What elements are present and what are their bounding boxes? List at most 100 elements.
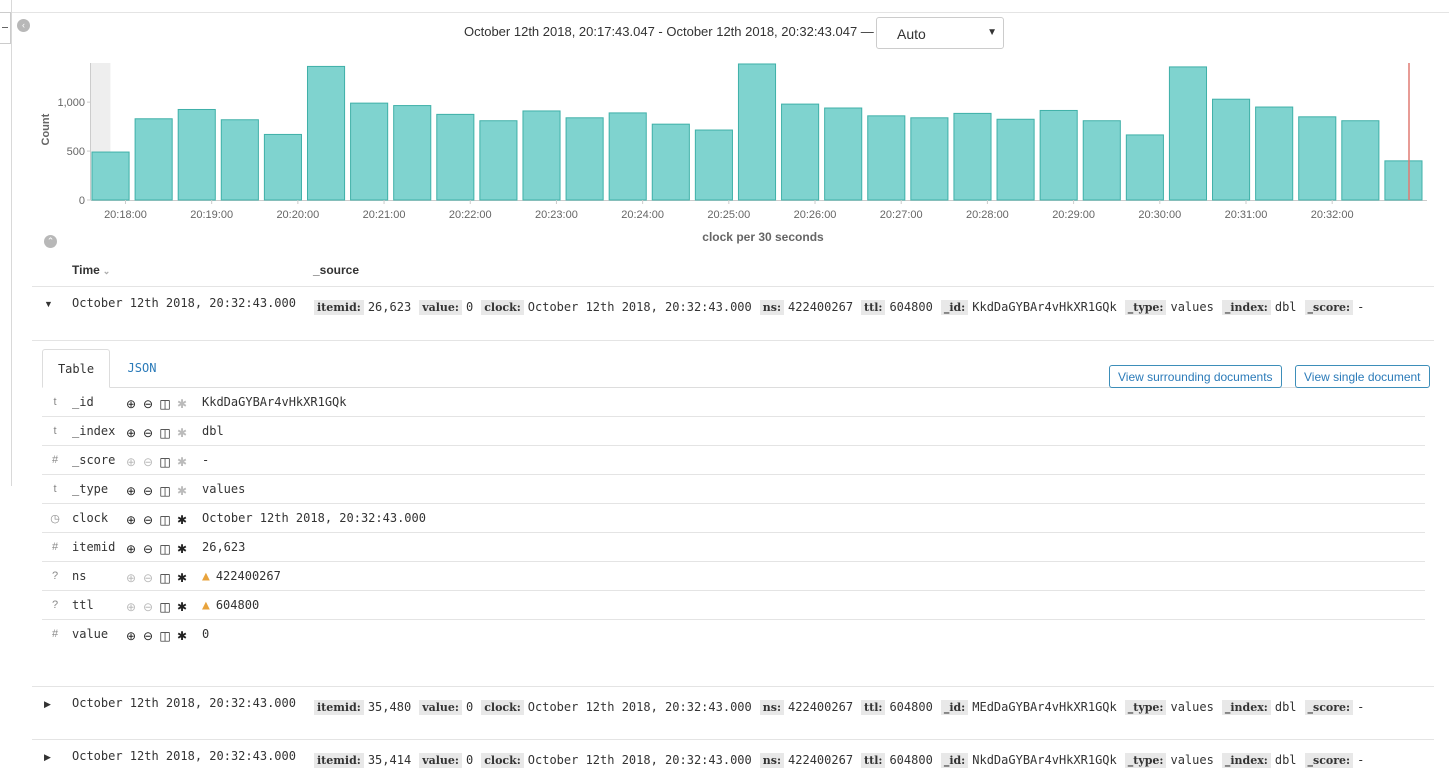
filter-for-value-icon[interactable]: ⊕ (125, 599, 137, 614)
tab-table[interactable]: Table (42, 349, 110, 388)
sort-icon[interactable]: ⌄ (102, 266, 111, 276)
histogram-bar[interactable] (1384, 160, 1423, 201)
filter-out-value-icon[interactable]: ⊖ (142, 483, 154, 498)
histogram-bar[interactable] (1212, 98, 1251, 201)
histogram-bar[interactable] (479, 120, 518, 201)
filter-out-value-icon[interactable]: ⊖ (142, 454, 154, 469)
histogram-bar[interactable] (737, 63, 777, 201)
field-value: 26,623 (202, 540, 245, 554)
view-surrounding-documents-button[interactable]: View surrounding documents (1109, 365, 1282, 388)
toggle-column-icon[interactable]: ◫ (159, 425, 171, 440)
filter-for-value-icon[interactable]: ⊕ (125, 512, 137, 527)
toggle-column-icon[interactable]: ◫ (159, 396, 171, 411)
filter-for-value-icon[interactable]: ⊕ (125, 570, 137, 585)
histogram-bar[interactable] (91, 151, 130, 201)
toggle-column-icon[interactable]: ◫ (159, 628, 171, 643)
source-field-key: ttl: (861, 753, 886, 768)
filter-exists-icon[interactable]: ✱ (176, 628, 188, 643)
column-header-time[interactable]: Time ⌄ (72, 263, 110, 277)
filter-out-value-icon[interactable]: ⊖ (142, 628, 154, 643)
source-field-key: _score: (1304, 700, 1354, 715)
filter-out-value-icon[interactable]: ⊖ (142, 541, 154, 556)
filter-exists-icon[interactable]: ✱ (176, 483, 188, 498)
histogram-bar[interactable] (1082, 120, 1121, 201)
source-field-value: NkdDaGYBAr4vHkXR1GQk (972, 753, 1117, 767)
tab-json[interactable]: JSON (127, 361, 157, 375)
histogram-bar[interactable] (867, 115, 906, 201)
field-type-icon: t (53, 483, 57, 495)
histogram-bar[interactable] (522, 110, 561, 201)
histogram-bar[interactable] (220, 119, 259, 201)
filter-exists-icon[interactable]: ✱ (176, 541, 188, 556)
source-field-key: _id: (940, 700, 969, 715)
histogram-bar[interactable] (910, 117, 949, 201)
collapse-chart-icon[interactable]: ‹ (17, 19, 30, 32)
histogram-chart[interactable]: 0 500 1,000 20:18:00 20:19:00 20:20:00 20:21:… (0, 55, 1449, 245)
toggle-column-icon[interactable]: ◫ (159, 512, 171, 527)
toggle-column-icon[interactable]: ◫ (159, 599, 171, 614)
field-name: _id (72, 395, 94, 409)
expand-chart-icon[interactable]: ⌃ (44, 235, 57, 248)
doc-row[interactable]: ▶ October 12th 2018, 20:32:43.000 itemid… (32, 749, 1434, 778)
histogram-bar[interactable] (1341, 120, 1380, 201)
histogram-bar[interactable] (824, 107, 863, 201)
histogram-bar[interactable] (608, 112, 647, 201)
filter-for-value-icon[interactable]: ⊕ (125, 425, 137, 440)
histogram-bar[interactable] (436, 113, 475, 201)
collapse-row-icon[interactable]: ▼ (44, 299, 53, 309)
histogram-bar[interactable] (694, 129, 733, 201)
left-sidebar-strip[interactable] (0, 0, 12, 486)
field-value: - (202, 453, 209, 467)
histogram-bar[interactable] (565, 117, 604, 201)
filter-exists-icon[interactable]: ✱ (176, 512, 188, 527)
source-field-key: _type: (1124, 753, 1167, 768)
sidebar-collapse-handle[interactable] (0, 12, 11, 44)
histogram-bar[interactable] (1039, 109, 1078, 201)
interval-select[interactable]: Auto ▼ (876, 17, 1004, 49)
histogram-bar[interactable] (263, 133, 302, 201)
histogram-bar[interactable] (306, 65, 346, 201)
histogram-bar[interactable] (134, 118, 173, 201)
histogram-bar[interactable] (996, 118, 1035, 201)
filter-for-value-icon[interactable]: ⊕ (125, 628, 137, 643)
expand-row-icon[interactable]: ▶ (44, 752, 51, 762)
histogram-bar[interactable] (1168, 66, 1208, 201)
filter-exists-icon[interactable]: ✱ (176, 425, 188, 440)
filter-exists-icon[interactable]: ✱ (176, 396, 188, 411)
filter-for-value-icon[interactable]: ⊕ (125, 454, 137, 469)
histogram-bar[interactable] (393, 105, 432, 201)
toggle-column-icon[interactable]: ◫ (159, 570, 171, 585)
filter-for-value-icon[interactable]: ⊕ (125, 541, 137, 556)
toggle-column-icon[interactable]: ◫ (159, 483, 171, 498)
histogram-bar[interactable] (1298, 116, 1337, 201)
doc-row[interactable]: ▼ October 12th 2018, 20:32:43.000 itemid… (32, 296, 1434, 336)
chart-x-axis-label: clock per 30 seconds (702, 230, 824, 244)
histogram-bar[interactable] (177, 108, 216, 201)
doc-row[interactable]: ▶ October 12th 2018, 20:32:43.000 itemid… (32, 696, 1434, 736)
filter-for-value-icon[interactable]: ⊕ (125, 483, 137, 498)
chart-bars[interactable] (91, 63, 1423, 201)
column-header-source: _source (313, 263, 360, 277)
filter-out-value-icon[interactable]: ⊖ (142, 396, 154, 411)
filter-out-value-icon[interactable]: ⊖ (142, 570, 154, 585)
view-single-document-button[interactable]: View single document (1295, 365, 1430, 388)
filter-out-value-icon[interactable]: ⊖ (142, 599, 154, 614)
histogram-bar[interactable] (1255, 106, 1294, 201)
field-value-text: 422400267 (215, 569, 281, 583)
filter-for-value-icon[interactable]: ⊕ (125, 396, 137, 411)
field-value: dbl (202, 424, 224, 438)
histogram-bar[interactable] (651, 123, 690, 201)
filter-exists-icon[interactable]: ✱ (176, 570, 188, 585)
toggle-column-icon[interactable]: ◫ (159, 454, 171, 469)
filter-out-value-icon[interactable]: ⊖ (142, 512, 154, 527)
histogram-bar[interactable] (350, 102, 389, 201)
toggle-column-icon[interactable]: ◫ (159, 541, 171, 556)
filter-exists-icon[interactable]: ✱ (176, 599, 188, 614)
doc-row-source: itemid: 35,480 value: 0 clock: October 12th 2… (314, 700, 1372, 715)
histogram-bar[interactable] (1125, 134, 1164, 201)
histogram-bar[interactable] (953, 112, 992, 201)
filter-exists-icon[interactable]: ✱ (176, 454, 188, 469)
filter-out-value-icon[interactable]: ⊖ (142, 425, 154, 440)
expand-row-icon[interactable]: ▶ (44, 699, 51, 709)
histogram-bar[interactable] (781, 103, 820, 201)
